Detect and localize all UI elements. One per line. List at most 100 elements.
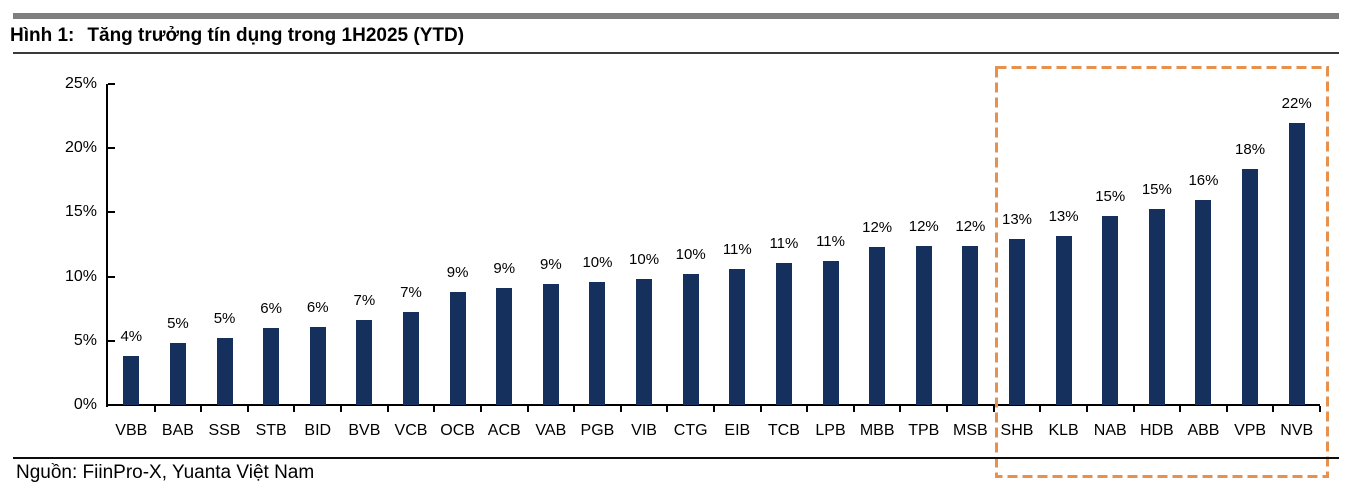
x-axis-category-label: NVB (1280, 422, 1314, 439)
x-axis-category-label: NAB (1093, 422, 1127, 439)
bar (915, 246, 932, 405)
x-axis-category-label: STB (255, 422, 287, 439)
bar-value-label: 12% (908, 218, 939, 236)
x-axis-tick (1225, 406, 1228, 412)
y-axis-tick (108, 339, 115, 342)
bar-value-label: 7% (353, 291, 376, 309)
x-axis-tick (153, 406, 156, 412)
x-axis-category-label: CTG (673, 422, 708, 439)
bar (123, 355, 140, 405)
bar (869, 247, 886, 405)
x-axis-tick (526, 406, 529, 412)
x-axis-tick (1272, 406, 1275, 412)
source-divider (13, 457, 1339, 459)
bar-value-label: 13% (1001, 211, 1033, 229)
bar-value-label: 10% (582, 253, 613, 271)
bar-value-label: 6% (306, 299, 329, 317)
bar (1288, 123, 1305, 405)
x-axis-tick (433, 406, 436, 412)
x-axis-category-label: VBB (115, 422, 148, 439)
x-axis-category-label: EIB (724, 422, 751, 439)
bar (682, 274, 699, 405)
figure-label: Hình 1: (10, 25, 75, 46)
bar-value-label: 22% (1281, 95, 1312, 113)
bar (1195, 199, 1212, 405)
y-axis-line (106, 84, 108, 407)
bar (962, 245, 979, 405)
source-text: Nguồn: FiinPro-X, Yuanta Việt Nam (16, 462, 315, 483)
x-axis-tick (899, 406, 902, 412)
bar-value-label: 10% (675, 246, 706, 264)
bar-value-label: 11% (816, 233, 845, 251)
x-axis-category-label: TCB (767, 422, 800, 439)
x-axis-tick (1132, 406, 1135, 412)
x-axis-category-label: MBB (859, 422, 895, 439)
x-axis-category-label: SHB (1000, 422, 1034, 439)
bar (775, 263, 792, 405)
bar (403, 311, 419, 405)
bar (169, 343, 186, 405)
bar (496, 287, 513, 405)
bar-value-label: 11% (769, 235, 799, 253)
x-axis-category-label: VAB (535, 422, 567, 439)
x-axis-category-label: BAB (161, 422, 194, 439)
y-axis-tick-label: 0% (73, 396, 97, 413)
x-axis-tick (1085, 406, 1088, 412)
bar-value-label: 18% (1235, 140, 1266, 158)
x-axis-category-label: BID (304, 422, 332, 439)
x-axis-category-label: ACB (487, 422, 521, 439)
y-axis-tick-label: 15% (64, 203, 97, 221)
y-axis-tick-label: 10% (64, 267, 97, 285)
bar (1242, 168, 1259, 405)
x-axis-category-label: TPB (908, 422, 940, 439)
x-axis-tick (619, 406, 622, 412)
x-axis-tick (666, 406, 669, 412)
x-axis-category-label: HDB (1139, 422, 1174, 439)
bar (263, 327, 280, 405)
bar (1055, 235, 1072, 405)
bar-value-label: 15% (1095, 188, 1126, 206)
bar (1009, 239, 1025, 405)
y-axis-tick (108, 275, 115, 278)
bar-value-label: 5% (167, 315, 189, 333)
bar (216, 338, 233, 405)
bar-value-label: 13% (1048, 207, 1079, 225)
bar (636, 279, 653, 405)
x-axis-tick (479, 406, 482, 412)
x-axis-category-label: MSB (953, 422, 988, 439)
x-axis-line (106, 404, 1320, 406)
x-axis-category-label: OCB (440, 422, 475, 439)
x-axis-tick (340, 406, 343, 412)
bar-value-label: 10% (629, 251, 660, 269)
bar (1102, 216, 1119, 405)
x-axis-tick (852, 406, 855, 412)
x-axis-category-label: ABB (1187, 422, 1220, 439)
bar-value-label: 12% (955, 217, 986, 235)
bar-value-label: 12% (862, 219, 893, 237)
bar-value-label: 7% (400, 283, 422, 301)
x-axis-category-label: LPB (815, 422, 846, 439)
bar-value-label: 15% (1141, 181, 1172, 199)
bar (729, 268, 746, 405)
highlight-box (995, 66, 1329, 478)
y-axis-tick-label: 25% (64, 75, 97, 92)
title-divider (13, 52, 1339, 54)
y-axis-tick (108, 147, 115, 150)
y-axis-tick-label: 20% (64, 139, 97, 157)
bar-value-label: 16% (1188, 171, 1219, 189)
x-axis-category-label: PGB (580, 422, 615, 439)
x-axis-tick (946, 406, 949, 412)
bar-value-label: 4% (120, 327, 143, 345)
x-axis-tick (200, 406, 203, 412)
figure-title: Tăng trưởng tín dụng trong 1H2025 (YTD) (87, 25, 465, 46)
x-axis-category-label: SSB (208, 422, 241, 439)
x-axis-tick (806, 406, 809, 412)
bar-value-label: 6% (260, 299, 282, 317)
x-axis-tick (386, 406, 389, 412)
bar-value-label: 11% (722, 240, 752, 258)
x-axis-category-label: KLB (1048, 422, 1079, 439)
x-axis-tick (293, 406, 296, 412)
bar (589, 281, 606, 405)
